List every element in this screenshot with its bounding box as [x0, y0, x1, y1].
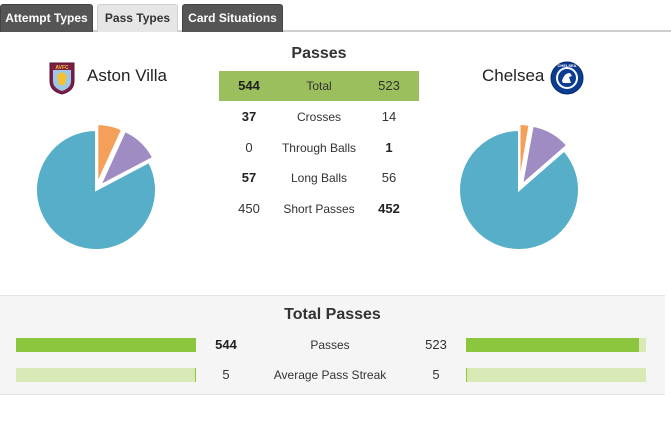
away-bar-fill — [466, 368, 467, 382]
away-total-value: 523 — [425, 337, 447, 352]
total-stat-label: Passes — [310, 338, 350, 352]
home-total-value: 544 — [215, 337, 237, 352]
total-stat-label: Average Pass Streak — [273, 368, 387, 382]
passes-title: Passes — [291, 45, 347, 62]
stat-label: Through Balls — [281, 141, 357, 155]
passes-row: 544 Total 523 — [219, 71, 419, 101]
away-value: 452 — [378, 201, 400, 216]
away-pie-chart — [458, 123, 580, 251]
total-passes-title: Total Passes — [284, 306, 381, 323]
stat-label: Long Balls — [290, 171, 348, 185]
home-bar-fill — [195, 368, 196, 382]
home-value: 57 — [241, 170, 257, 185]
away-value: 56 — [381, 170, 397, 185]
aston-villa-crest-icon: AVFC — [49, 62, 75, 95]
pie-slice-long-balls — [520, 124, 569, 188]
home-value: 37 — [241, 109, 257, 124]
away-value: 1 — [385, 140, 393, 155]
home-total-value: 5 — [222, 367, 230, 382]
tab-pass-types[interactable]: Pass Types — [97, 4, 178, 32]
home-value: 0 — [245, 140, 253, 155]
passes-row: 57 Long Balls 56 — [219, 163, 419, 193]
home-bar-track — [16, 338, 196, 352]
pie-slice-short-passes — [35, 128, 157, 251]
home-value: 544 — [238, 78, 260, 93]
away-bar-track — [466, 368, 646, 382]
away-crest-text: CHELSEA — [557, 63, 576, 68]
away-team-name: Chelsea — [482, 66, 545, 85]
stat-label: Crosses — [296, 110, 341, 124]
home-bar-track — [16, 368, 196, 382]
pie-slice-long-balls — [97, 129, 155, 188]
chelsea-crest-icon: CHELSEA — [550, 61, 584, 95]
pie-slice-through-balls — [519, 123, 532, 185]
pie-slice-short-passes — [458, 128, 580, 251]
home-team-name: Aston Villa — [87, 66, 168, 85]
home-pie-chart — [35, 123, 157, 251]
total-passes-panel: Total Passes 544 523 Passes 5 5 Average Pass … — [0, 295, 665, 395]
tab-bar: Attempt Types Pass Types Card Situations — [0, 0, 671, 32]
tab-card-situations[interactable]: Card Situations — [182, 4, 283, 32]
away-value: 14 — [381, 109, 397, 124]
passes-row: 0 Through Balls 1 — [219, 133, 419, 163]
passes-row: 450 Short Passes 452 — [219, 194, 419, 224]
home-crest-text: AVFC — [55, 65, 69, 71]
stat-label: Total — [306, 79, 332, 93]
stat-label: Short Passes — [283, 202, 355, 216]
home-value: 450 — [238, 201, 260, 216]
away-bar-fill — [466, 338, 639, 352]
away-bar-track — [466, 338, 646, 352]
home-bar-fill — [16, 338, 196, 352]
pie-slice-crosses — [96, 123, 124, 185]
passes-row: 37 Crosses 14 — [219, 102, 419, 132]
tab-attempt-types[interactable]: Attempt Types — [0, 4, 93, 32]
away-total-value: 5 — [432, 367, 440, 382]
away-value: 523 — [378, 78, 400, 93]
